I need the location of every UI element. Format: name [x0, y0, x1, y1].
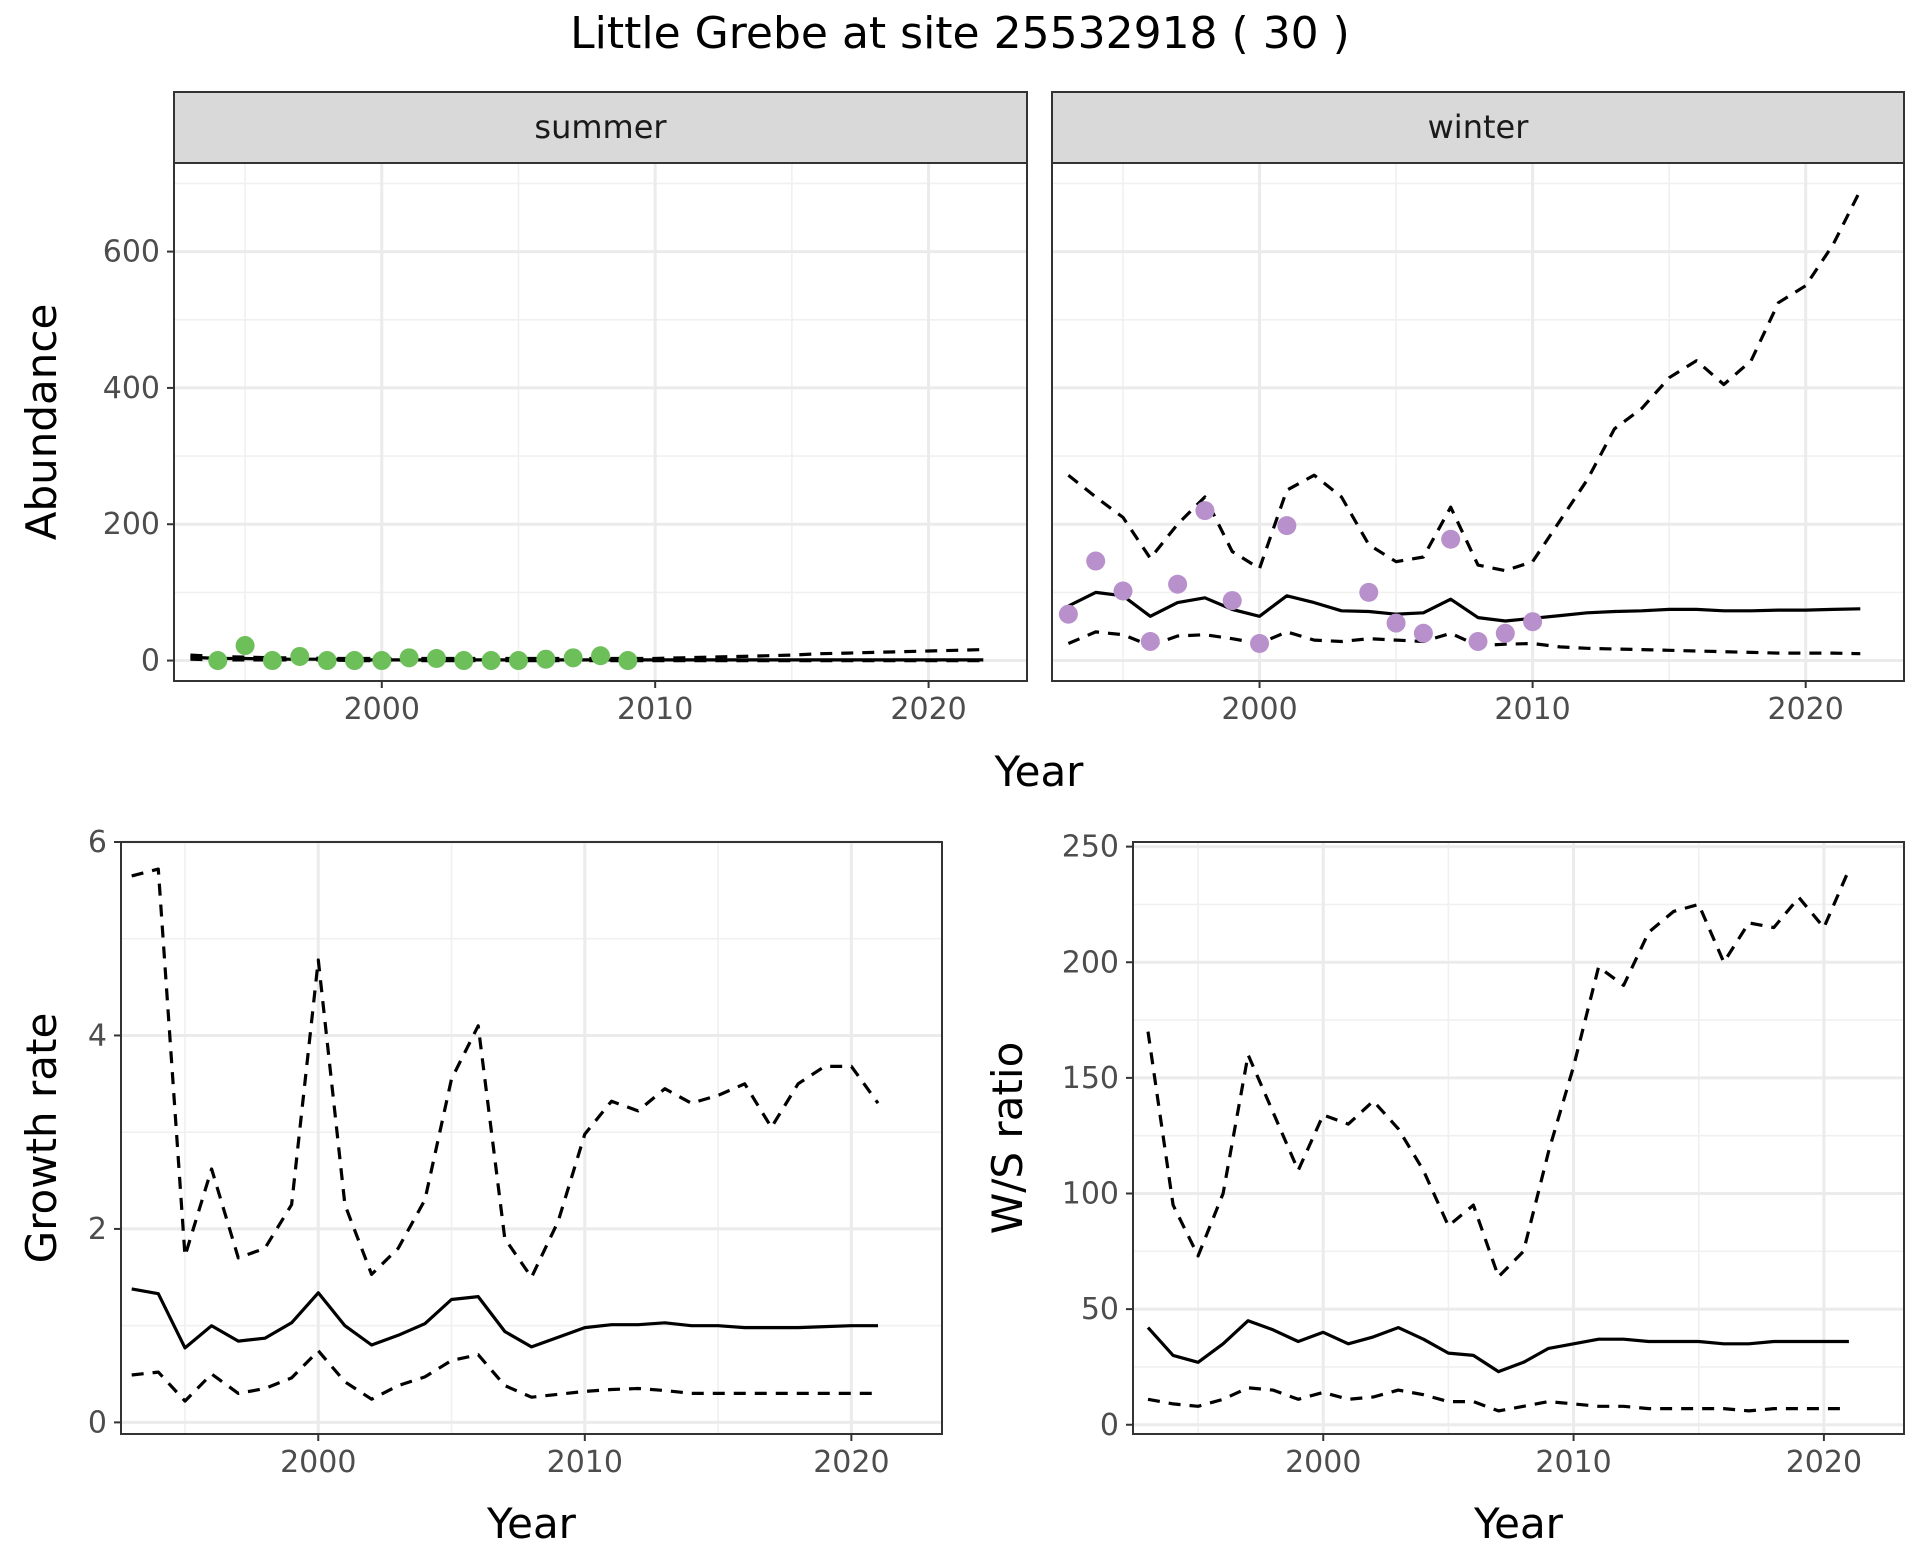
observed-point	[618, 651, 638, 671]
x-axis-title: Year	[486, 1499, 577, 1548]
y-tick-label: 200	[103, 507, 160, 542]
y-tick-label: 250	[1062, 830, 1119, 865]
observed-point	[536, 649, 556, 669]
facet-strip	[173, 91, 1028, 164]
x-tick-label: 2000	[1221, 692, 1297, 727]
y-tick-label: 400	[103, 371, 160, 406]
x-tick-label: 2020	[1768, 692, 1844, 727]
facet-strip-label: winter	[1428, 108, 1530, 146]
panel-border	[1132, 841, 1905, 1435]
upper-bound-line	[1067, 189, 1862, 573]
observed-point	[1058, 604, 1078, 624]
y-tick-label: 600	[103, 235, 160, 270]
observed-point	[426, 649, 446, 669]
observed-point	[563, 648, 583, 668]
x-tick-label: 2000	[280, 1445, 356, 1480]
x-tick-label: 2020	[813, 1445, 889, 1480]
x-tick-label: 2010	[547, 1445, 623, 1480]
y-tick-label: 4	[88, 1018, 107, 1053]
x-tick-label: 2010	[1494, 692, 1570, 727]
observed-point	[1086, 551, 1106, 571]
y-axis-title: W/S ratio	[983, 1042, 1032, 1235]
y-axis-title: Abundance	[17, 304, 66, 541]
observed-point	[1441, 529, 1461, 549]
y-tick-label: 6	[88, 825, 107, 860]
upper-bound-line	[1146, 869, 1851, 1279]
facet-panel-summer: summer 2000 2010 2020 0 200 400 600	[103, 91, 1028, 727]
y-tick-label: 0	[88, 1405, 107, 1440]
panel-background	[1052, 163, 1904, 681]
observed-point	[1523, 612, 1543, 632]
y-tick-label: 50	[1081, 1292, 1119, 1327]
observed-point	[317, 651, 337, 671]
observed-point	[481, 651, 501, 671]
x-axis-title: Year	[994, 747, 1085, 796]
observed-point	[1413, 623, 1433, 643]
observed-point	[262, 651, 282, 671]
observed-point	[1386, 613, 1406, 633]
observed-point	[372, 651, 392, 671]
observed-point	[344, 651, 364, 671]
observed-point	[1168, 574, 1188, 594]
upper-bound-line	[131, 867, 880, 1279]
observed-point	[591, 646, 610, 666]
x-tick-label: 2010	[617, 692, 693, 727]
x-axis-title: Year	[1473, 1499, 1564, 1548]
x-tick-label: 2020	[890, 692, 966, 727]
y-axis-title: Growth rate	[17, 1013, 66, 1264]
x-tick-label: 2000	[1285, 1445, 1361, 1480]
panel-border	[120, 841, 943, 1435]
y-tick-label: 100	[1062, 1177, 1119, 1212]
lower-bound-line	[1067, 630, 1861, 656]
observed-point	[290, 646, 310, 666]
y-tick-label: 200	[1062, 945, 1119, 980]
observed-point	[454, 651, 474, 671]
observed-point	[1140, 631, 1160, 651]
lower-bound-line	[131, 1349, 878, 1403]
abundance-chart: summer 2000 2010 2020 0 200 400 600 winter 2000 20…	[17, 91, 1905, 796]
panel-background	[174, 163, 1027, 681]
observed-point	[235, 636, 255, 656]
observed-point	[508, 651, 528, 671]
observed-point	[1359, 582, 1379, 602]
y-tick-label: 0	[141, 644, 160, 679]
growth-rate-chart: 2000 2010 2020 0 2 4 6 Year Growth rate	[17, 825, 943, 1548]
observed-point	[1277, 516, 1297, 536]
observed-point	[208, 651, 228, 671]
observed-point	[1113, 581, 1133, 601]
estimate-line	[1146, 1319, 1849, 1374]
observed-point	[1222, 591, 1242, 611]
ws-ratio-chart: 2000 2010 2020 0 50 100 150 200 250 Year W/S ratio	[983, 830, 1905, 1548]
x-tick-label: 2020	[1786, 1445, 1862, 1480]
observed-point	[1250, 634, 1270, 654]
facet-strip-label: summer	[534, 108, 667, 146]
y-tick-label: 0	[1100, 1408, 1119, 1443]
lower-bound-line	[1147, 1386, 1849, 1413]
facet-panel-winter: winter 2000 2010 2020	[1051, 91, 1905, 727]
estimate-line	[131, 1287, 878, 1350]
facet-strip	[1051, 91, 1905, 164]
observed-point	[399, 648, 419, 668]
estimate-line	[1067, 590, 1861, 623]
figure-title: Little Grebe at site 25532918 ( 30 )	[570, 8, 1350, 59]
x-tick-label: 2000	[344, 692, 420, 727]
y-tick-label: 2	[88, 1212, 107, 1247]
observed-point	[1195, 501, 1215, 521]
observed-point	[1468, 631, 1488, 651]
x-tick-label: 2010	[1535, 1445, 1611, 1480]
y-tick-label: 150	[1062, 1061, 1119, 1096]
observed-point	[1495, 623, 1515, 643]
